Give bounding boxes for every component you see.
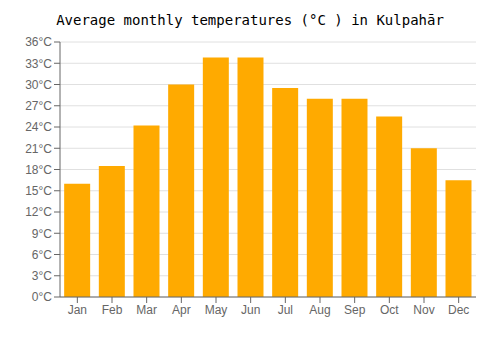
svg-text:9°C: 9°C xyxy=(32,227,52,241)
svg-text:Nov: Nov xyxy=(413,303,434,317)
svg-text:Dec: Dec xyxy=(448,303,469,317)
svg-text:Apr: Apr xyxy=(172,303,191,317)
svg-text:Mar: Mar xyxy=(136,303,157,317)
svg-text:21°C: 21°C xyxy=(25,142,52,156)
svg-text:3°C: 3°C xyxy=(32,269,52,283)
svg-text:Oct: Oct xyxy=(380,303,399,317)
svg-text:18°C: 18°C xyxy=(25,163,52,177)
svg-text:Aug: Aug xyxy=(309,303,330,317)
svg-text:27°C: 27°C xyxy=(25,99,52,113)
svg-text:Feb: Feb xyxy=(102,303,123,317)
svg-text:Jun: Jun xyxy=(241,303,260,317)
svg-text:Jan: Jan xyxy=(68,303,87,317)
svg-text:36°C: 36°C xyxy=(25,35,52,49)
svg-text:May: May xyxy=(205,303,228,317)
html-text:Average monthly temperatures (: Average monthly temperatures (°C ) in Ku… xyxy=(56,12,444,28)
svg-text:Jul: Jul xyxy=(278,303,293,317)
svg-text:30°C: 30°C xyxy=(25,78,52,92)
svg-text:24°C: 24°C xyxy=(25,120,52,134)
svg-text:Sep: Sep xyxy=(344,303,366,317)
svg-text:15°C: 15°C xyxy=(25,184,52,198)
svg-text:0°C: 0°C xyxy=(32,290,52,304)
svg-text:33°C: 33°C xyxy=(25,57,52,71)
svg-text:6°C: 6°C xyxy=(32,248,52,262)
svg-text:12°C: 12°C xyxy=(25,205,52,219)
